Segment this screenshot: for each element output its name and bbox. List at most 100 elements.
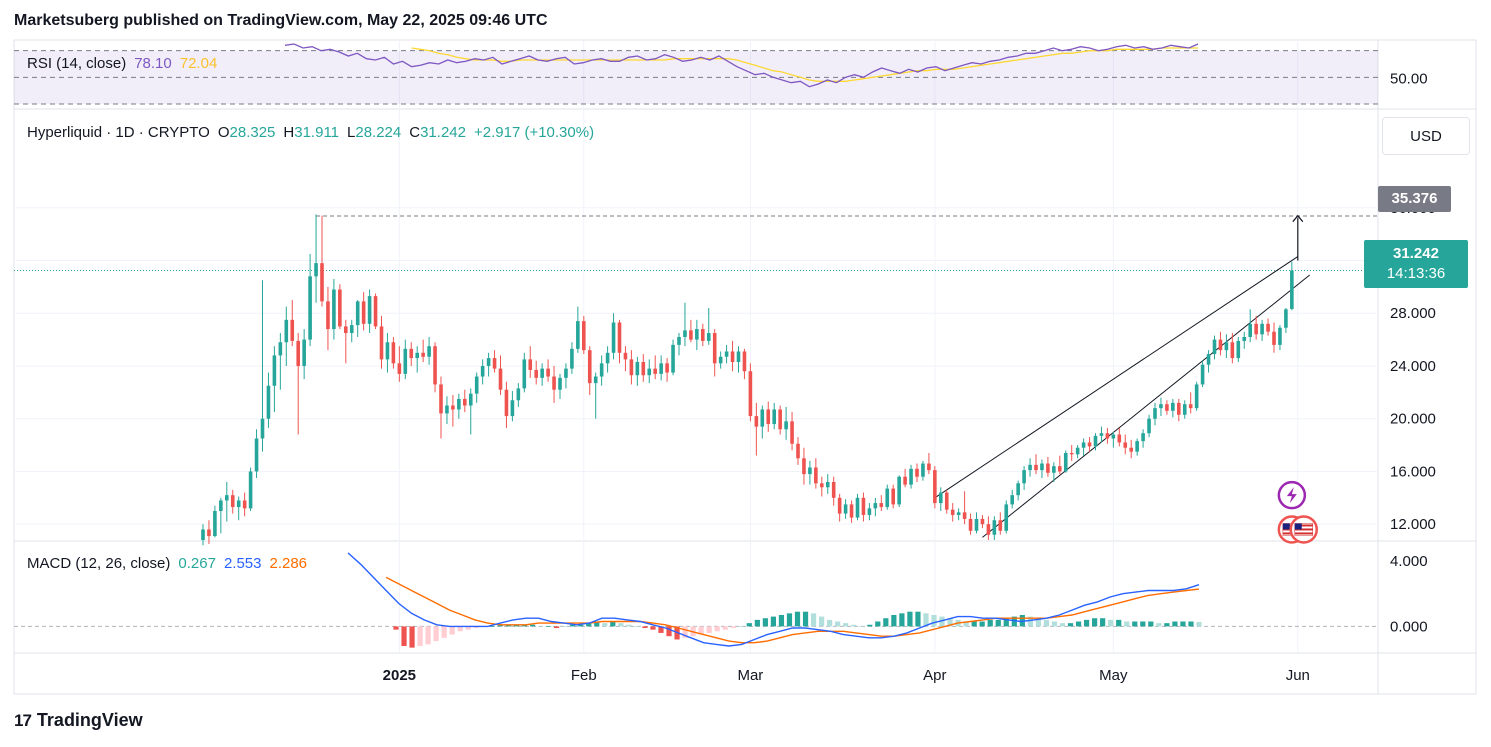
macd-histogram-bar xyxy=(714,626,720,632)
candle-body xyxy=(445,405,449,414)
symbol-name: Hyperliquid · 1D · CRYPTO xyxy=(27,124,210,141)
candle-body xyxy=(1248,323,1252,337)
macd-histogram-bar xyxy=(666,626,672,637)
macd-histogram-bar xyxy=(1092,618,1098,627)
macd-histogram-bar xyxy=(995,619,1001,627)
macd-histogram-bar xyxy=(851,624,857,627)
candle-body xyxy=(355,301,360,326)
candle-body xyxy=(457,398,461,410)
candle-body xyxy=(1123,442,1128,448)
candle-body xyxy=(230,495,235,508)
candle-body xyxy=(677,336,681,345)
candle-body xyxy=(1165,404,1169,411)
candle-body xyxy=(474,376,479,394)
candle-body xyxy=(1254,323,1258,335)
macd-histogram-bar xyxy=(738,626,744,627)
macd-histogram-bar xyxy=(1027,616,1033,627)
macd-label: MACD (12, 26, close) xyxy=(27,555,171,572)
macd-histogram-bar xyxy=(770,616,777,627)
candle-body xyxy=(576,321,580,349)
currency-button[interactable]: USD xyxy=(1382,117,1470,155)
candle-body xyxy=(498,368,503,390)
chart-frame xyxy=(13,39,1477,695)
macd-histogram-bar xyxy=(1180,621,1186,627)
candle-body xyxy=(1278,327,1282,345)
candle-body xyxy=(201,529,205,540)
macd-histogram-bar xyxy=(1188,621,1194,627)
macd-histogram-bar xyxy=(537,626,544,627)
candle-body xyxy=(213,510,217,537)
candle-body xyxy=(778,409,782,430)
macd-histogram-bar xyxy=(971,621,977,627)
candle-body xyxy=(712,333,717,364)
macd-histogram-bar xyxy=(746,623,752,627)
candle-body xyxy=(891,488,895,505)
target-price-tag: 35.376 xyxy=(1378,186,1451,212)
us-flag-canton xyxy=(1294,523,1302,530)
candle-body xyxy=(427,346,431,357)
lightning-bolt-icon xyxy=(1286,487,1297,504)
candle-body xyxy=(361,301,366,324)
high-value: 31.911 xyxy=(294,124,340,141)
candle-body xyxy=(1034,464,1038,471)
macd-axis-label: 4.000 xyxy=(1390,553,1428,570)
macd-histogram-bar xyxy=(594,621,600,627)
macd-histogram-bar xyxy=(1067,623,1074,627)
candle-body xyxy=(962,512,967,519)
candle-body xyxy=(843,504,848,514)
macd-histogram-bar xyxy=(409,626,415,648)
macd-histogram-bar xyxy=(570,624,576,627)
candle-body xyxy=(1272,331,1276,345)
candle-body xyxy=(1040,463,1044,471)
y-axis-tick-label: 16.000 xyxy=(1390,463,1436,480)
candle-body xyxy=(790,421,794,444)
candle-body xyxy=(1105,433,1110,439)
candle-body xyxy=(379,326,384,360)
macd-histogram-bar xyxy=(545,626,552,627)
rsi-value: 78.10 xyxy=(134,55,172,72)
macd-histogram-bar xyxy=(1156,623,1162,627)
macd-histogram-bar xyxy=(497,624,503,627)
candle-body xyxy=(468,393,473,406)
macd-histogram-bar xyxy=(562,626,568,627)
candle-body xyxy=(421,352,425,357)
candle-body xyxy=(272,355,277,386)
macd-histogram-bar xyxy=(401,626,407,646)
x-axis-tick-label: Apr xyxy=(923,667,946,684)
macd-histogram-bar xyxy=(835,621,841,627)
macd-histogram-bar xyxy=(610,621,616,627)
us-flag-canton xyxy=(1282,523,1290,530)
candle-body xyxy=(1171,402,1175,411)
candle-body xyxy=(1022,470,1026,484)
candle-body xyxy=(802,458,806,475)
tradingview-logo[interactable]: 17 TradingView xyxy=(14,710,143,731)
candle-body xyxy=(647,368,652,376)
candle-body xyxy=(409,348,414,359)
publisher-header: Marketsuberg published on TradingView.co… xyxy=(14,12,548,29)
candle-body xyxy=(320,263,324,302)
candle-body xyxy=(338,289,342,327)
candle-body xyxy=(344,326,348,334)
candle-body xyxy=(599,363,604,377)
candle-body xyxy=(284,319,289,343)
candle-body xyxy=(415,352,419,359)
candle-body xyxy=(1081,442,1086,448)
candle-body xyxy=(671,344,675,373)
macd-histogram-bar xyxy=(827,619,833,627)
macd-histogram-bar xyxy=(802,611,809,627)
candle-body xyxy=(689,330,693,340)
macd-histogram-bar xyxy=(762,618,768,627)
candle-body xyxy=(796,443,800,459)
tradingview-logo-icon: 17 xyxy=(14,710,32,730)
candle-body xyxy=(867,508,872,515)
target-arrow-head xyxy=(1292,214,1304,223)
candle-body xyxy=(760,409,765,427)
channel-upper-line xyxy=(934,256,1299,499)
macd-histogram-bar xyxy=(947,618,953,627)
macd-histogram-bar xyxy=(417,626,423,646)
macd-histogram-bar xyxy=(1043,619,1050,627)
candle-body xyxy=(1141,433,1145,442)
macd-histogram-bar xyxy=(658,626,664,633)
candle-body xyxy=(528,359,533,370)
open-value: 28.325 xyxy=(229,124,276,141)
